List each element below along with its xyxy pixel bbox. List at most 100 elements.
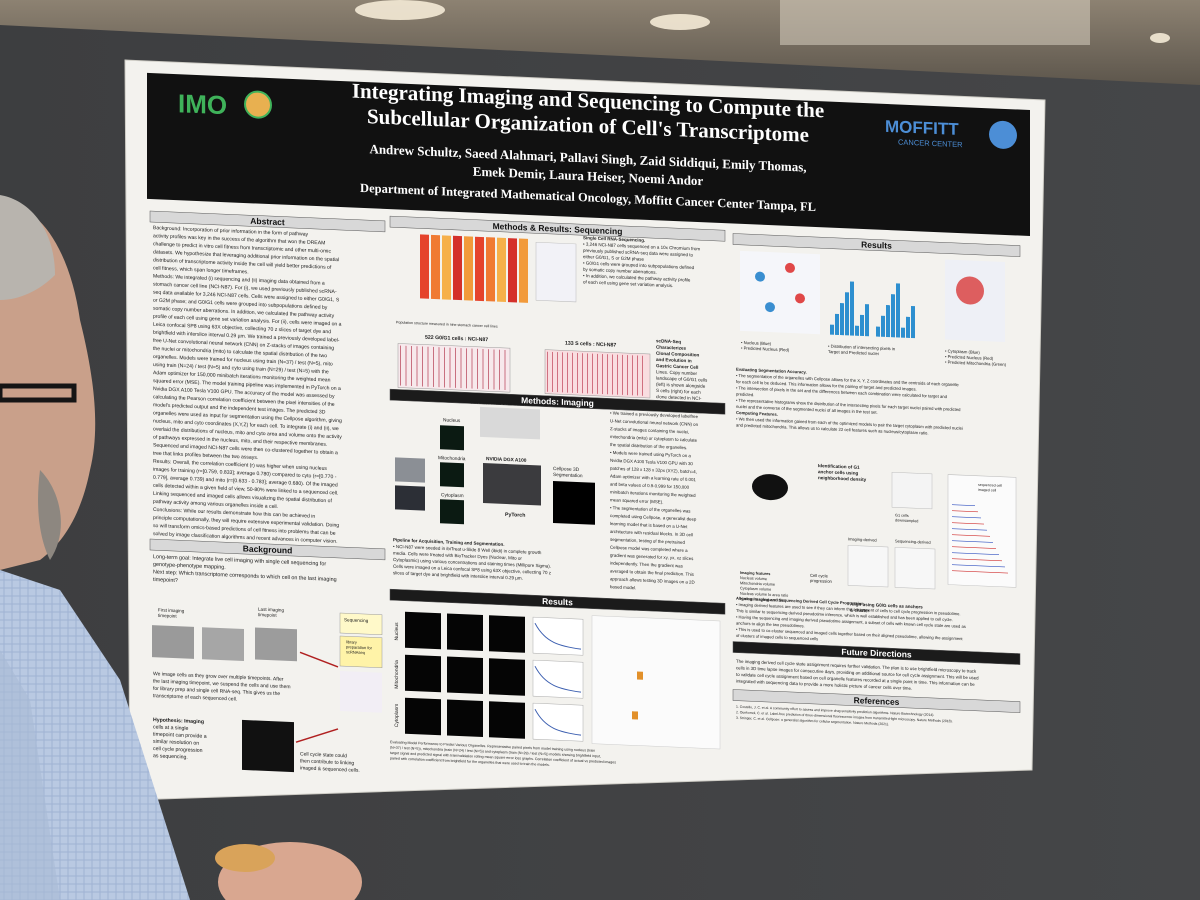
bar-figure [431,234,440,300]
person [0,195,190,900]
heatmap-line [552,351,553,392]
body-text: 133 S cells : NCI-N87 [565,340,616,348]
histogram-bar [911,306,915,339]
heatmap-line [562,352,563,393]
heatmap-line [547,351,548,392]
correlation-plot [591,615,721,750]
body-text: • Predicted Mitochondria (Green) [945,359,1007,367]
bar-figure [453,235,462,301]
micrograph [447,656,483,695]
heatmap-line [455,347,456,388]
heatmap-line [444,347,445,388]
heatmap-line [477,348,478,389]
heatmap-line [422,346,423,387]
body-text: Imaging features [740,571,770,576]
body-text: cells at a single [153,724,189,731]
body-text: gradient was generated for xy, yx, xz sl… [610,553,694,562]
body-text: Clonal Composition [656,351,700,358]
body-text: either G0/G1, S or G2M phase [583,254,644,262]
body-text: 3. Stringer, C. et al. Cellpose: a gener… [736,716,889,726]
body-text: • Nucleus (Blue) [741,340,772,346]
heatmap-line [612,354,613,395]
lab-photo [395,457,425,483]
loss-curve [534,623,582,650]
tree-branch [952,540,993,543]
body-text: mean squared error (MSE). [610,497,663,504]
arrow [299,651,339,668]
logo-right: MOFFITT [885,117,959,139]
body-text: Lines. Copy number [656,369,698,376]
overlay-dot [755,271,765,282]
bar-figure [464,236,473,301]
body-text: CNN based on the U-Net architecture [470,400,533,407]
logo-right-sub: CANCER CENTER [898,137,963,149]
body-text: Mitochondria [394,660,400,689]
histogram-bar [906,316,910,338]
tree-branch [952,522,984,525]
body-text: cell fitness, which span longer timefram… [153,265,249,275]
body-text: Segmentation [553,472,583,479]
body-text: as sequencing. [153,753,188,760]
heatmap-line [427,346,429,387]
heatmap-line [627,355,628,396]
body-text: library [346,639,357,644]
bar-figure [508,238,517,303]
body-text: Characterizes [656,345,687,351]
timepoint-image [152,625,194,659]
body-text: pathway activity among various organelle… [153,499,278,510]
heatmap-line [607,354,608,395]
tree-branch [952,558,1002,562]
body-text: neighborhood density [818,475,867,482]
heatmap-line [482,349,484,390]
section-heading: Results [861,239,892,250]
micrograph [489,701,525,739]
body-text: media. Cells were treated with BioTracke… [393,550,522,560]
histogram-bar [830,324,834,335]
body-text: S cells (right) for each [656,388,701,395]
section-heading: Results [542,596,573,607]
sequencing-box [339,612,383,636]
body-text: • The segmentation of the organelles was [610,505,691,513]
body-text: progression [810,578,833,584]
body-text: imaged & sequenced cells. [300,765,360,774]
body-text: Cytoplasm volume [740,586,771,591]
heatmap-line [493,349,495,390]
loss-plot [532,616,584,656]
body-text: similar resolution on [153,739,199,747]
body-text: Cytoplasm [394,703,400,727]
section-heading: Abstract [250,216,285,227]
micrograph [447,613,483,652]
body-text: anchors to align the two pseudotimes. [736,620,805,628]
body-text: 522 G0/G1 cells : NCI-N87 [425,335,488,344]
body-text: (left) is shown alongside [656,382,706,389]
logo-right-icon [989,120,1017,149]
histogram-bar [886,304,890,338]
overlay-dot [795,293,805,304]
body-text: Last imaging [258,607,284,613]
poster: IMO Integrating Imaging and Sequencing to… [147,72,1030,774]
body-text: imaged cell [978,488,996,493]
body-text: scDNA-Seq [656,338,681,344]
body-text: downsampled [895,518,918,523]
histogram-bar [860,314,864,337]
lab-photo [395,485,425,511]
heatmap-line [592,353,593,394]
tsne-figure [535,242,577,303]
heatmap-line [460,348,462,389]
body-text: for library prep and single cell RNA-seq… [153,686,280,697]
section-heading: Background [243,543,293,555]
heatmap-line [405,345,407,386]
heatmap-line [438,347,440,388]
heatmap-line [617,354,618,395]
body-text: G1 cells [895,513,909,518]
histogram-bar [881,315,885,337]
micrograph [405,697,441,736]
histogram-bar [855,325,859,336]
heatmap-line [587,353,588,394]
body-text: • Distribution of intersecting pixels in [828,344,896,352]
body-text: Hypothesis: Imaging [153,717,204,725]
body-text: Nucleus volume [740,576,767,581]
body-text: clone detected in NCI- [656,394,702,401]
tree-branch [952,516,981,519]
body-text: Computing Features. [736,410,778,417]
